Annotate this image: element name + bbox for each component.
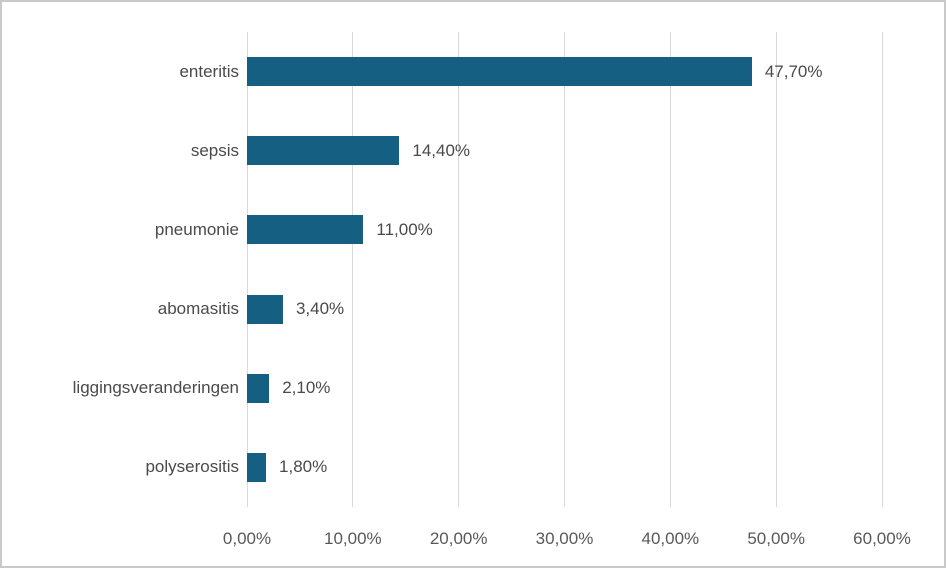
- data-label: 47,70%: [764, 61, 823, 81]
- data-label: 3,40%: [295, 299, 345, 319]
- x-tick-label: 30,00%: [535, 529, 594, 548]
- data-label: 1,80%: [279, 457, 328, 477]
- x-tick-label: 60,00%: [853, 529, 911, 548]
- bar-polyserositis: [247, 452, 267, 482]
- x-tick-label: 10,00%: [323, 529, 382, 548]
- category-label: pneumonie: [154, 219, 239, 239]
- bar-enteritis: [247, 57, 752, 87]
- gridline: [246, 32, 248, 507]
- category-label: abomasitis: [157, 299, 239, 319]
- gridline: [458, 32, 460, 507]
- gridline: [352, 32, 354, 507]
- gridline: [881, 32, 883, 507]
- gridline: [669, 32, 671, 507]
- bar-liggingsveranderingen: [247, 373, 270, 403]
- bar-abomasitis: [247, 294, 283, 324]
- x-tick-label: 50,00%: [747, 529, 805, 548]
- gridline: [564, 32, 565, 507]
- data-label: 2,10%: [282, 378, 331, 398]
- bar-sepsis: [247, 136, 400, 166]
- x-tick-label: 20,00%: [429, 529, 488, 548]
- category-label: liggingsveranderingen: [72, 378, 239, 398]
- category-label: enteritis: [179, 61, 239, 81]
- category-label: polyserositis: [145, 457, 239, 477]
- category-label: sepsis: [190, 140, 239, 160]
- bar-pneumonie: [247, 215, 364, 245]
- data-label: 11,00%: [376, 219, 433, 239]
- gridline: [775, 32, 777, 507]
- x-tick-label: 0,00%: [222, 529, 272, 548]
- data-label: 14,40%: [412, 140, 471, 160]
- x-tick-label: 40,00%: [641, 529, 700, 548]
